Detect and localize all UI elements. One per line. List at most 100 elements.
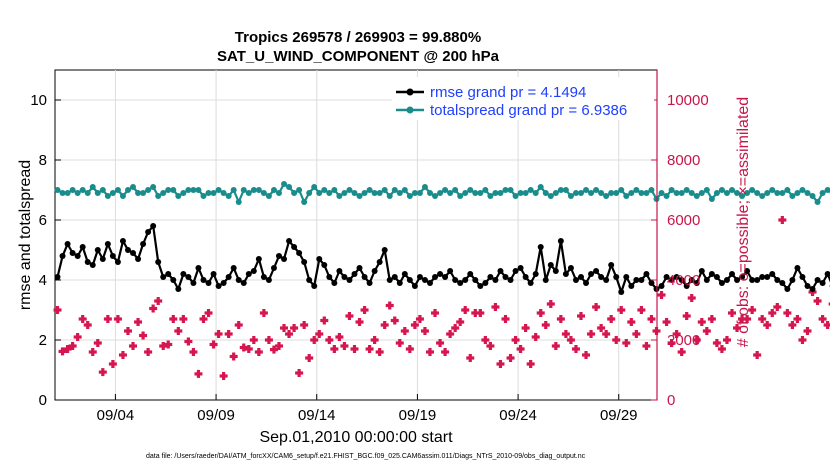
totalspread-point	[386, 193, 393, 199]
rmse-point	[270, 265, 277, 271]
right-y-tick-label: 10000	[667, 92, 709, 109]
left-y-tick-label: 2	[39, 332, 47, 349]
totalspread-point	[200, 193, 207, 199]
grid-layer	[55, 70, 657, 400]
obs-marker	[209, 340, 218, 349]
obs-marker	[506, 354, 515, 362]
totalspread-point	[708, 196, 715, 202]
totalspread-series	[54, 181, 830, 205]
totalspread-point	[552, 190, 559, 196]
rmse-point	[69, 250, 76, 256]
obs-marker	[103, 315, 112, 323]
totalspread-point	[190, 187, 197, 193]
totalspread-point	[467, 187, 474, 193]
totalspread-point	[114, 187, 121, 193]
rmse-point	[497, 268, 504, 274]
totalspread-point	[84, 190, 91, 196]
chart-title-line2: SAT_U_WIND_COMPONENT @ 200 hPa	[217, 48, 500, 65]
totalspread-point	[185, 187, 192, 193]
obs-marker	[622, 339, 631, 347]
rmse-point	[165, 271, 172, 277]
obs-marker	[697, 318, 706, 326]
rmse-point	[140, 241, 147, 247]
rmse-point	[195, 265, 202, 271]
totalspread-point	[532, 190, 539, 196]
rmse-point	[79, 244, 86, 250]
totalspread-point	[376, 190, 383, 196]
totalspread-point	[759, 193, 766, 199]
obs-marker	[355, 318, 364, 326]
obs-marker	[597, 324, 606, 332]
rmse-point	[54, 274, 61, 280]
obs-marker	[773, 303, 782, 311]
obs-marker	[481, 336, 490, 344]
rmse-point	[502, 274, 509, 280]
obs-marker	[531, 333, 540, 341]
totalspread-point	[774, 190, 781, 196]
totalspread-point	[89, 184, 96, 190]
legend-box	[392, 77, 654, 120]
rmse-point	[593, 268, 600, 274]
rmse-point	[286, 238, 293, 244]
obs-marker	[290, 324, 299, 332]
totalspread-point	[673, 190, 680, 196]
obs-marker	[717, 345, 726, 353]
rmse-point	[175, 286, 182, 292]
legend-rmse-label: rmse grand pr = 4.1494	[430, 84, 586, 101]
obs-marker	[556, 315, 565, 323]
totalspread-point	[522, 190, 529, 196]
totalspread-point	[366, 187, 373, 193]
obs-marker	[365, 345, 374, 353]
rmse-point	[734, 277, 741, 283]
rmse-point	[537, 244, 544, 250]
rmse-point	[260, 274, 267, 280]
rmse-point	[522, 274, 529, 280]
totalspread-point	[804, 190, 811, 196]
totalspread-point	[170, 187, 177, 193]
obs-marker	[189, 348, 198, 356]
obs-marker	[425, 348, 434, 356]
rmse-point	[658, 283, 665, 289]
totalspread-point	[754, 190, 761, 196]
totalspread-point	[346, 187, 353, 193]
totalspread-point	[240, 187, 247, 193]
totalspread-point	[668, 187, 675, 193]
rmse-point	[462, 277, 469, 283]
obs-marker	[627, 318, 636, 326]
rmse-point	[774, 277, 781, 283]
totalspread-point	[74, 190, 81, 196]
x-tick-label: 09/24	[499, 407, 537, 424]
rmse-point	[517, 265, 524, 271]
totalspread-point	[683, 187, 690, 193]
rmse-point	[104, 241, 111, 247]
rmse-point	[477, 283, 484, 289]
rmse-point	[416, 274, 423, 280]
obs-marker	[748, 306, 757, 314]
rmse-point	[618, 289, 625, 295]
rmse-point	[437, 271, 444, 277]
rmse-point	[799, 274, 806, 280]
obs-marker	[561, 330, 570, 338]
totalspread-point	[779, 190, 786, 196]
right-y-axis-label: # of obs: o=possible; ×=assimilated	[735, 97, 752, 347]
totalspread-point	[794, 190, 801, 196]
totalspread-point	[124, 187, 131, 193]
obs-marker	[461, 306, 470, 314]
totalspread-point	[260, 190, 267, 196]
rmse-point	[296, 250, 303, 256]
totalspread-point	[648, 187, 655, 193]
left-y-axis-label: rmse and totalspread	[17, 160, 34, 310]
totalspread-point	[577, 190, 584, 196]
rmse-point	[784, 286, 791, 292]
obs-marker	[607, 315, 616, 323]
rmse-point	[64, 241, 71, 247]
obs-marker	[753, 351, 762, 359]
rmse-point	[663, 274, 670, 280]
rmse-point	[648, 280, 655, 286]
totalspread-point	[160, 190, 167, 196]
obs-marker	[88, 348, 97, 356]
rmse-point	[583, 280, 590, 286]
totalspread-point	[452, 187, 459, 193]
obs-marker	[63, 345, 72, 353]
rmse-point	[713, 274, 720, 280]
